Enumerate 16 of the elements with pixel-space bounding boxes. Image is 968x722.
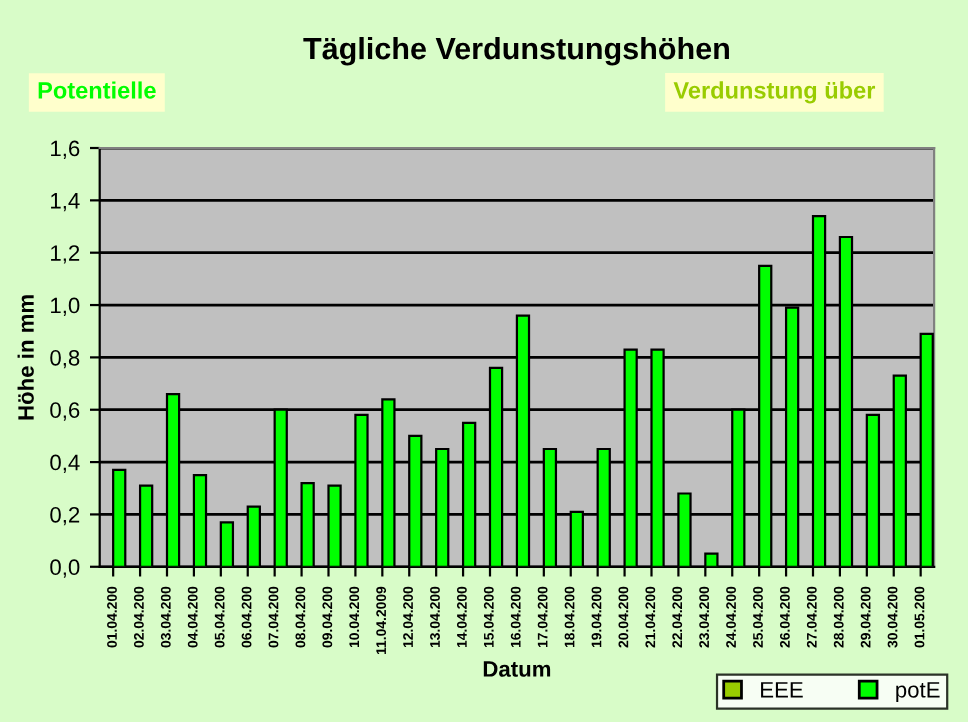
- y-tick-label: 0,8: [50, 349, 80, 369]
- text: Potentielle: [38, 81, 156, 99]
- y-tick-label: 1,4: [51, 193, 80, 212]
- x-axis-title: Datum: [483, 661, 551, 677]
- text: Verdunstung über: [673, 81, 876, 104]
- y-tick-label: 0,4: [50, 454, 80, 473]
- legend-label: EEE: [761, 682, 803, 698]
- y-tick-label: 1,0: [51, 297, 80, 316]
- y-axis-title: Höhe in mm: [17, 295, 34, 420]
- legend-label: potE: [896, 682, 940, 703]
- y-tick-label: 1,6: [51, 140, 80, 159]
- y-tick-label: 1,2: [51, 245, 80, 264]
- y-tick-label: 0,2: [50, 506, 80, 526]
- y-tick-label: 0,0: [50, 559, 80, 578]
- chart-title: Tägliche Verdunstungshöhen: [303, 36, 729, 66]
- y-tick-label: 0,6: [50, 402, 80, 421]
